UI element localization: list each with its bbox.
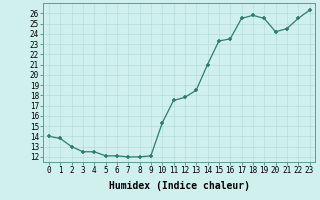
X-axis label: Humidex (Indice chaleur): Humidex (Indice chaleur): [109, 181, 250, 191]
